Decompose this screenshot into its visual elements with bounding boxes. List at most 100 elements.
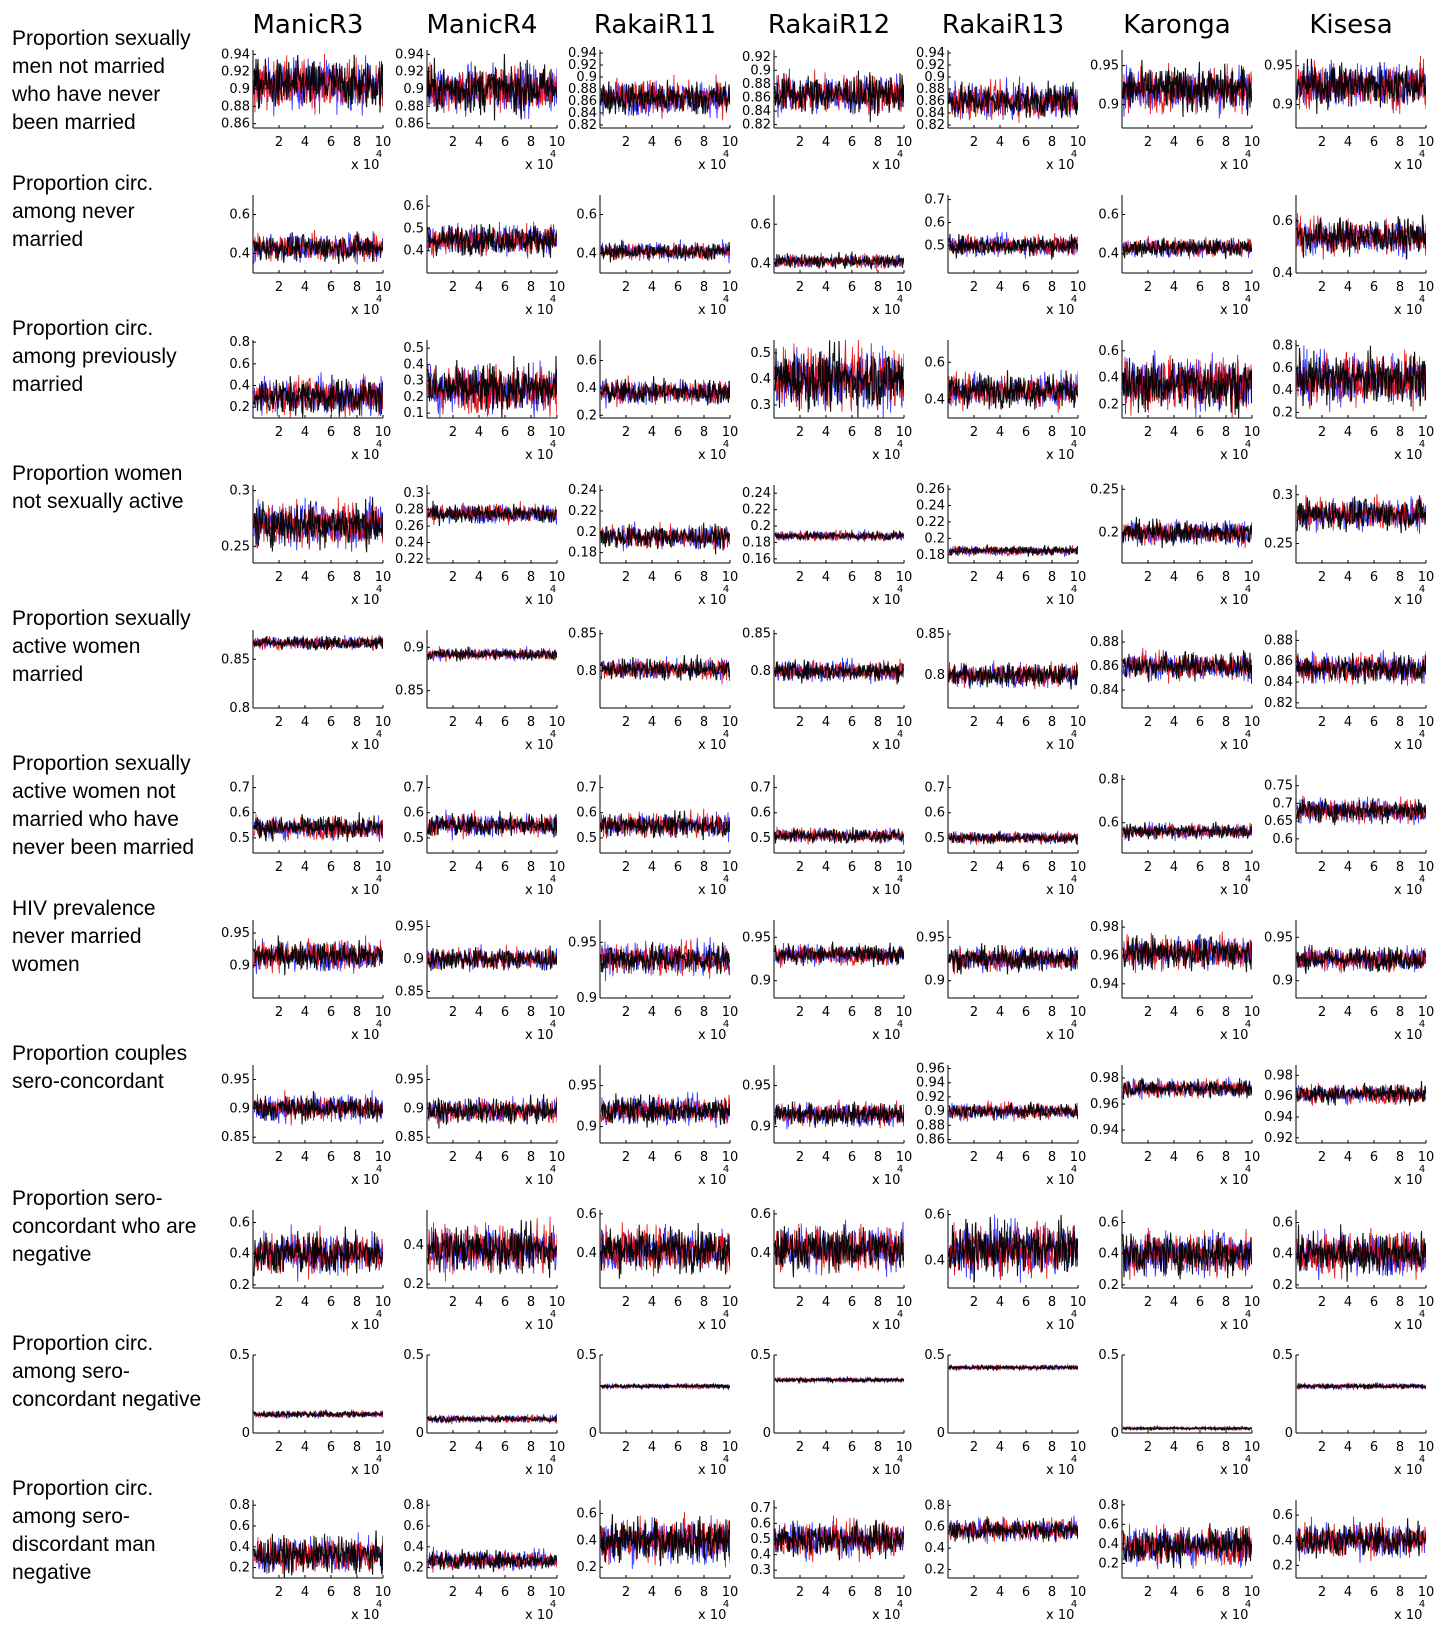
x-multiplier: x 10 — [525, 158, 553, 173]
trace-panel: 0.940.920.90.880.862 4 6 8 10x 104 — [221, 47, 391, 173]
row-label-line: Proportion sexually — [12, 752, 191, 775]
x-tick-label: 2 — [275, 1150, 283, 1165]
x-tick-label: 4 — [1344, 1005, 1352, 1020]
x-tick-label: 4 — [996, 425, 1004, 440]
x-tick-label: 2 — [970, 1295, 978, 1310]
x-multiplier: x 10 — [698, 1463, 726, 1478]
x-tick-label: 4 — [475, 715, 483, 730]
y-tick-label: 0.6 — [403, 806, 424, 821]
x-tick-label: 8 — [527, 1440, 535, 1455]
x-tick-label: 6 — [327, 715, 335, 730]
x-tick-label: 10 — [896, 1150, 913, 1165]
trace-lines — [774, 941, 904, 968]
x-tick-label: 4 — [301, 715, 309, 730]
chain-trace — [1296, 1224, 1426, 1282]
trace-panel: 0.40.22 4 6 8 10x 104 — [403, 1210, 565, 1333]
x-tick-label: 10 — [896, 860, 913, 875]
x-multiplier-exponent: 4 — [376, 1164, 382, 1175]
trace-panel: 0.80.60.40.22 4 6 8 10x 104 — [1098, 1498, 1260, 1623]
chain-trace — [427, 1094, 557, 1129]
chain-trace — [427, 500, 557, 527]
y-tick-label: 0.85 — [395, 1130, 424, 1145]
x-tick-label: 2 — [1144, 1585, 1152, 1600]
x-tick-label: 2 — [275, 570, 283, 585]
chain-trace — [774, 1375, 904, 1385]
x-tick-label: 4 — [301, 1585, 309, 1600]
column-title: ManicR4 — [427, 10, 538, 40]
chain-trace — [774, 70, 904, 123]
y-tick-label: 0.6 — [576, 354, 597, 369]
y-tick-label: 0.6 — [750, 1516, 771, 1531]
x-multiplier-exponent: 4 — [550, 584, 556, 595]
trace-panel: 0.950.92 4 6 8 10x 104 — [916, 920, 1086, 1043]
y-tick-label: 0.88 — [1264, 633, 1293, 648]
x-tick-label: 2 — [1144, 1440, 1152, 1455]
x-tick-label: 10 — [722, 135, 739, 150]
y-tick-label: 0.2 — [924, 1562, 945, 1577]
y-tick-label: 0.5 — [924, 238, 945, 253]
x-tick-label: 10 — [549, 1440, 566, 1455]
row-label-line: married who have — [12, 808, 179, 831]
x-tick-label: 4 — [822, 1440, 830, 1455]
row-label-line: married — [12, 373, 83, 396]
x-multiplier-exponent: 4 — [897, 584, 903, 595]
x-tick-label: 10 — [1244, 1295, 1261, 1310]
y-tick-label: 0.9 — [576, 1120, 597, 1135]
row-label-line: Proportion circ. — [12, 317, 153, 340]
x-tick-label: 10 — [549, 1585, 566, 1600]
y-tick-label: 0.8 — [403, 1498, 424, 1513]
x-multiplier: x 10 — [351, 1028, 379, 1043]
x-tick-label: 10 — [896, 1440, 913, 1455]
x-multiplier: x 10 — [525, 883, 553, 898]
x-tick-label: 10 — [375, 1005, 392, 1020]
x-tick-label: 8 — [1396, 715, 1404, 730]
x-multiplier-exponent: 4 — [1245, 1019, 1251, 1030]
x-tick-label: 10 — [549, 570, 566, 585]
x-multiplier-exponent: 4 — [376, 439, 382, 450]
y-tick-label: 0.2 — [403, 1561, 424, 1576]
x-tick-label: 2 — [622, 1585, 630, 1600]
y-tick-label: 0.6 — [1098, 816, 1119, 831]
x-multiplier: x 10 — [698, 883, 726, 898]
x-tick-label: 4 — [996, 135, 1004, 150]
x-tick-label: 6 — [674, 860, 682, 875]
y-tick-label: 0.94 — [568, 46, 597, 61]
y-tick-label: 0.8 — [576, 664, 597, 679]
y-tick-label: 0.2 — [750, 519, 771, 534]
y-tick-label: 0.96 — [1264, 1089, 1293, 1104]
x-tick-label: 10 — [375, 1295, 392, 1310]
trace-panel: 0.950.90.852 4 6 8 10x 104 — [395, 920, 565, 1044]
y-tick-label: 0.2 — [1098, 526, 1119, 541]
x-tick-label: 10 — [549, 1295, 566, 1310]
chain-trace — [253, 1226, 383, 1277]
x-tick-label: 6 — [1022, 280, 1030, 295]
x-tick-label: 4 — [1170, 1585, 1178, 1600]
row-label-line: Proportion circ. — [12, 1477, 153, 1500]
x-tick-label: 8 — [527, 1585, 535, 1600]
trace-panel: 0.950.92 4 6 8 10x 104 — [221, 920, 391, 1043]
trace-lines — [948, 544, 1078, 557]
y-tick-label: 0.88 — [742, 77, 771, 92]
trace-lines — [948, 1100, 1078, 1122]
x-multiplier: x 10 — [525, 1318, 553, 1333]
y-tick-label: 0.9 — [1098, 98, 1119, 113]
trace-lines — [774, 1375, 904, 1385]
chain-trace — [774, 1101, 904, 1128]
y-tick-label: 0.24 — [568, 483, 597, 498]
x-tick-label: 4 — [301, 1005, 309, 1020]
row-label-line: Proportion sero- — [12, 1187, 163, 1210]
x-multiplier-exponent: 4 — [723, 729, 729, 740]
x-tick-label: 10 — [896, 715, 913, 730]
y-tick-label: 0.6 — [924, 806, 945, 821]
x-tick-label: 10 — [1070, 135, 1087, 150]
x-tick-label: 4 — [1344, 715, 1352, 730]
x-tick-label: 2 — [1144, 1295, 1152, 1310]
y-tick-label: 0.8 — [1098, 772, 1119, 787]
y-tick-label: 0.26 — [395, 519, 424, 534]
y-tick-label: 0.26 — [916, 482, 945, 497]
y-tick-label: 0.4 — [924, 392, 945, 407]
x-tick-label: 2 — [1318, 1440, 1326, 1455]
y-tick-label: 0.6 — [924, 216, 945, 231]
x-multiplier-exponent: 4 — [1071, 1019, 1077, 1030]
y-tick-label: 0.85 — [395, 684, 424, 699]
